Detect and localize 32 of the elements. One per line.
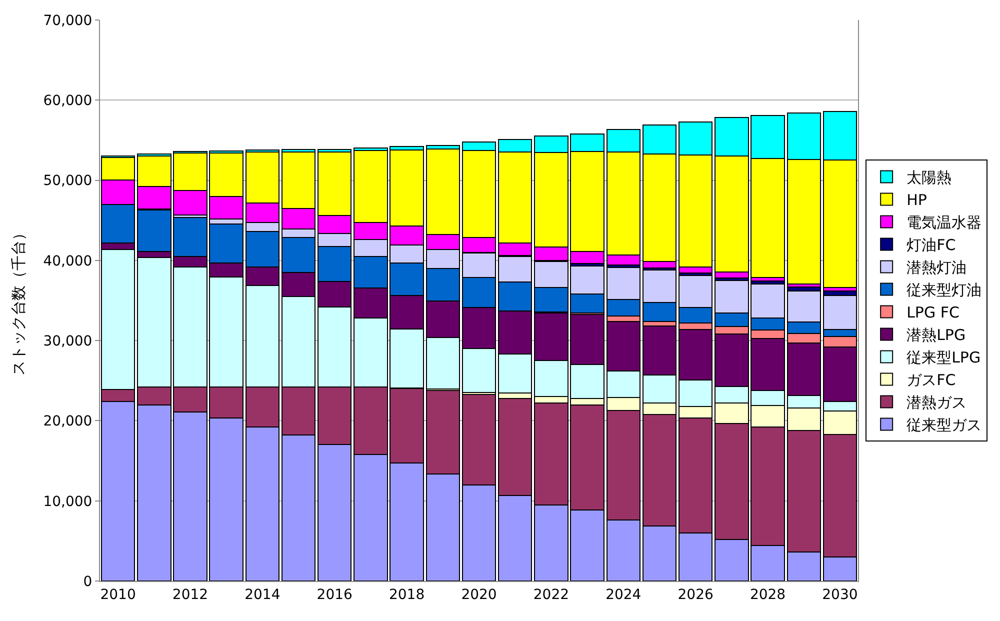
y-tick-label: 0: [83, 574, 92, 590]
x-tick-label: 2024: [606, 586, 642, 603]
y-tick-label: 70,000: [43, 12, 92, 29]
legend-label: 灯油FC: [906, 236, 956, 254]
x-tick-label: 2028: [750, 586, 786, 603]
x-tick-label: 2016: [316, 586, 353, 603]
legend-label: 従来型LPG: [906, 348, 981, 367]
y-tick-label: 50,000: [43, 173, 92, 190]
x-tick-label: 2012: [172, 586, 208, 603]
y-tick-label: 10,000: [43, 494, 92, 510]
legend-label: 潜熱ガス: [906, 394, 967, 412]
x-tick-label: 2014: [244, 586, 280, 603]
y-axis-title: ストック台数（千台）: [9, 226, 28, 376]
y-tick-label: 30,000: [43, 333, 92, 350]
x-tick-label: 2030: [822, 586, 858, 603]
legend-label: ガスFC: [906, 371, 956, 390]
legend-label: 潜熱LPG: [906, 326, 966, 344]
legend-label: LPG FC: [906, 304, 960, 322]
legend-label: 太陽熱: [906, 168, 952, 187]
x-tick-label: 2020: [461, 586, 497, 603]
legend-label: 電気温水器: [906, 214, 982, 232]
x-tick-label: 2022: [533, 586, 570, 603]
x-tick-label: 2026: [678, 586, 714, 603]
y-tick-label: 20,000: [43, 414, 92, 430]
x-tick-label: 2018: [388, 586, 425, 603]
legend-label: 従来型ガス: [906, 416, 982, 434]
legend-label: 潜熱灯油: [906, 258, 967, 277]
x-tick-label: 2010: [100, 586, 136, 603]
y-tick-label: 40,000: [43, 253, 92, 270]
legend-label: HP: [906, 191, 927, 210]
y-tick-label: 60,000: [43, 93, 92, 110]
legend-label: 従来型灯油: [906, 281, 982, 300]
